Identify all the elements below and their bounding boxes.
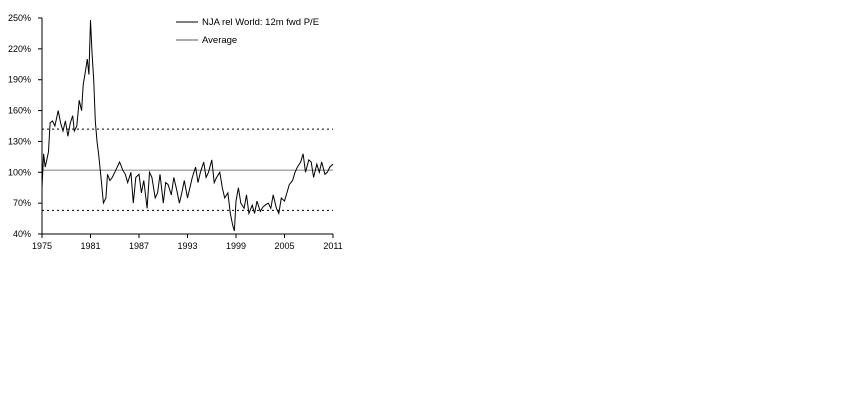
x-tick-label: 2011 xyxy=(323,241,342,251)
x-tick-label: 1999 xyxy=(226,241,246,251)
legend: NJA rel World: 12m fwd P/E Average xyxy=(176,17,319,46)
dotted-band-lines xyxy=(42,128,333,211)
y-tick-label: 250% xyxy=(8,13,31,23)
y-tick-label: 100% xyxy=(8,167,31,177)
y-tick-label: 220% xyxy=(8,44,31,54)
series-line-nja-rel-world xyxy=(41,20,334,232)
legend-label-series: NJA rel World: 12m fwd P/E xyxy=(202,17,319,28)
legend-label-average: Average xyxy=(202,35,237,46)
y-tick-label: 70% xyxy=(13,198,31,208)
y-tick-label: 190% xyxy=(8,75,31,85)
x-tick-label: 1981 xyxy=(80,241,100,251)
x-tick-label: 1987 xyxy=(129,241,149,251)
series-line-group xyxy=(41,20,334,232)
x-tick-label: 1993 xyxy=(177,241,197,251)
y-tick-label: 160% xyxy=(8,106,31,116)
x-tick-label: 1975 xyxy=(32,241,52,251)
y-tick-label: 130% xyxy=(8,136,31,146)
y-tick-label: 40% xyxy=(13,229,31,239)
x-axis-ticks: 1975 1981 1987 1993 1999 2005 2011 xyxy=(32,234,343,251)
y-axis-ticks: 40% 70% 100% 130% 160% 190% 220% 250% xyxy=(8,13,42,239)
axes xyxy=(41,18,333,235)
x-tick-label: 2005 xyxy=(274,241,294,251)
